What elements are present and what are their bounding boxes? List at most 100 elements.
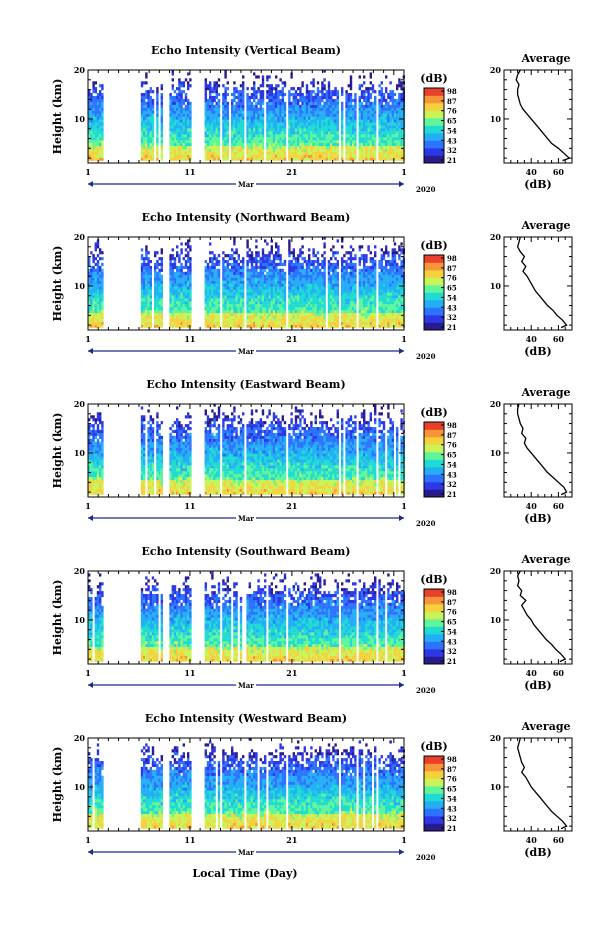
y-tick-label: 10 (74, 281, 86, 291)
average-frame (503, 403, 573, 498)
colorbar-tick-label: 87 (447, 97, 457, 106)
x-tick-label: 1 (401, 167, 407, 177)
average-y-tick-label: 10 (490, 114, 502, 124)
average-x-tick-label: 40 (526, 668, 538, 678)
colorbar-tick-label: 21 (447, 824, 457, 833)
month-arrow-right (399, 348, 404, 354)
colorbar-tick-label: 76 (447, 775, 457, 784)
colorbar-tick-label: 21 (447, 490, 457, 499)
average-y-tick-label: 20 (490, 566, 502, 576)
colorbar-tick-label: 54 (447, 627, 457, 636)
colorbar-tick-label: 32 (447, 146, 457, 155)
colorbar-tick-label: 98 (447, 588, 457, 597)
average-x-tick-label: 40 (526, 167, 538, 177)
month-arrow-left (88, 515, 93, 521)
year-label: 2020 (416, 352, 436, 361)
colorbar-swatch (424, 823, 444, 832)
colorbar-tick-label: 76 (447, 441, 457, 450)
colorbar-swatch (424, 444, 444, 453)
y-tick-label: 10 (74, 448, 86, 458)
year-label: 2020 (416, 185, 436, 194)
year-label: 2020 (416, 686, 436, 695)
year-label: 2020 (416, 853, 436, 862)
colorbar-swatch (424, 292, 444, 301)
colorbar-frame (423, 254, 445, 331)
colorbar-swatch (424, 489, 444, 498)
colorbar-swatch (424, 626, 444, 635)
y-axis-label: Height (km) (51, 747, 64, 823)
x-tick-label: 1 (401, 501, 407, 511)
colorbar-swatch (424, 315, 444, 323)
colorbar-swatch (424, 322, 444, 331)
average-title: Average (520, 386, 570, 399)
colorbar-tick-label: 32 (447, 480, 457, 489)
x-tick-label: 1 (85, 835, 91, 845)
y-axis-label: Height (km) (51, 246, 64, 322)
colorbar-swatch (424, 763, 444, 772)
y-tick-label: 20 (74, 566, 86, 576)
colorbar-swatch (424, 596, 444, 605)
average-frame (503, 69, 573, 164)
colorbar-swatch (424, 103, 444, 111)
month-label: Mar (238, 347, 254, 356)
colorbar-swatch (424, 285, 444, 293)
average-x-label: (dB) (524, 679, 551, 692)
y-axis-label: Height (km) (51, 413, 64, 489)
colorbar-unit: (dB) (420, 740, 447, 753)
y-tick-label: 20 (74, 232, 86, 242)
colorbar-tick-label: 43 (447, 470, 457, 479)
colorbar-swatch (424, 474, 444, 483)
colorbar-swatch (424, 656, 444, 665)
colorbar-tick-label: 87 (447, 598, 457, 607)
plot-frame (87, 403, 405, 498)
month-label: Mar (238, 180, 254, 189)
colorbar-swatch (424, 649, 444, 657)
colorbar-tick-label: 76 (447, 107, 457, 116)
colorbar-swatch (424, 277, 444, 286)
average-y-tick-label: 20 (490, 733, 502, 743)
colorbar-tick-label: 65 (447, 785, 457, 794)
colorbar-tick-label: 98 (447, 421, 457, 430)
average-y-tick-label: 10 (490, 281, 502, 291)
month-arrow-left (88, 849, 93, 855)
average-x-tick-label: 40 (526, 835, 538, 845)
colorbar-tick-label: 54 (447, 794, 457, 803)
average-y-tick-label: 20 (490, 232, 502, 242)
colorbar-swatch (424, 452, 444, 460)
plot-frame (87, 69, 405, 164)
average-title: Average (520, 52, 570, 65)
month-label: Mar (238, 681, 254, 690)
colorbar-tick-label: 43 (447, 804, 457, 813)
x-tick-label: 1 (85, 501, 91, 511)
x-tick-label: 11 (184, 501, 195, 511)
colorbar-swatch (424, 619, 444, 627)
colorbar-swatch (424, 482, 444, 490)
colorbar-swatch (424, 118, 444, 126)
colorbar-swatch (424, 786, 444, 794)
average-y-tick-label: 10 (490, 448, 502, 458)
x-tick-label: 1 (401, 668, 407, 678)
x-tick-label: 1 (401, 334, 407, 344)
colorbar-swatch (424, 604, 444, 612)
colorbar-swatch (424, 95, 444, 104)
average-x-tick-label: 60 (553, 835, 565, 845)
average-x-label: (dB) (524, 345, 551, 358)
average-title: Average (520, 219, 570, 232)
average-y-tick-label: 10 (490, 782, 502, 792)
colorbar-swatch (424, 641, 444, 650)
panel-title: Echo Intensity (Northward Beam) (142, 211, 351, 224)
colorbar-swatch (424, 307, 444, 316)
colorbar-frame (423, 588, 445, 665)
colorbar-tick-label: 32 (447, 313, 457, 322)
y-tick-label: 20 (74, 399, 86, 409)
colorbar-tick-label: 65 (447, 451, 457, 460)
x-tick-label: 1 (85, 668, 91, 678)
colorbar-tick-label: 43 (447, 303, 457, 312)
average-frame (503, 570, 573, 665)
colorbar-frame (423, 755, 445, 832)
plot-frame (87, 236, 405, 331)
colorbar-frame (423, 87, 445, 164)
colorbar-swatch (424, 422, 444, 430)
colorbar-swatch (424, 125, 444, 134)
